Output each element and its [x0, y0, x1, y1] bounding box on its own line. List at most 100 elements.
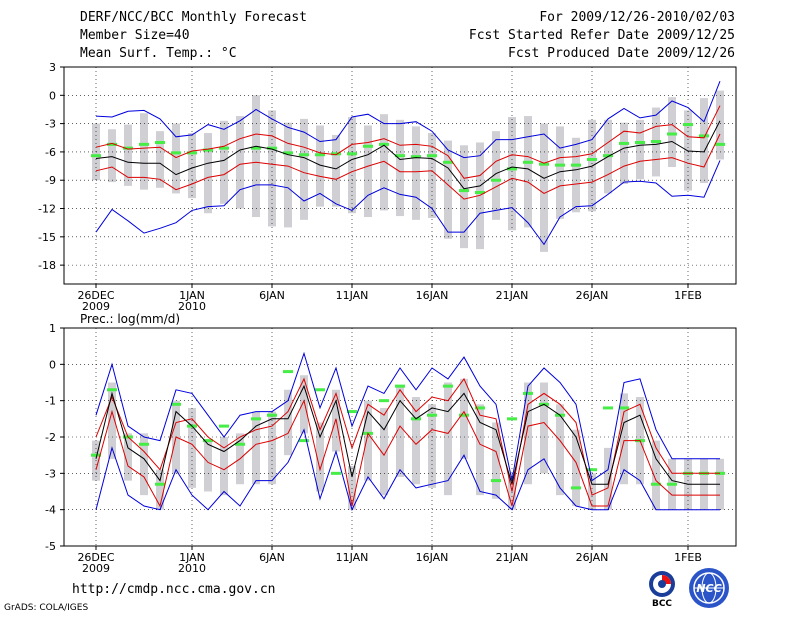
- x-tick-label: 1FEB: [674, 551, 702, 564]
- y-tick-label: 3: [49, 61, 56, 74]
- x-tick-label: 26JAN: [576, 551, 609, 564]
- x-tick-sublabel: 2009: [82, 300, 110, 313]
- ensemble-box: [268, 110, 276, 227]
- x-tick-label: 1JAN: [179, 551, 205, 564]
- ensemble-box: [444, 140, 452, 239]
- bcc-logo: BCC: [649, 571, 675, 608]
- y-tick-label: -6: [45, 146, 56, 159]
- y-tick-label: 0: [49, 89, 56, 102]
- produced-date: Fcst Produced Date 2009/12/26: [508, 46, 735, 61]
- header-left: DERF/NCC/BCC Monthly Forecast Member Siz…: [80, 9, 307, 63]
- ensemble-box: [124, 124, 132, 186]
- ensemble-box: [108, 129, 116, 183]
- ensemble-box: [460, 378, 468, 459]
- ensemble-box: [124, 433, 132, 481]
- ensemble-box: [156, 131, 164, 188]
- x-tick-label: 1FEB: [674, 289, 702, 302]
- ensemble-box: [188, 407, 196, 488]
- ensemble-box: [364, 125, 372, 218]
- series-line-max: [95, 160, 721, 246]
- ensemble-box: [108, 382, 116, 459]
- ensemble-box: [556, 404, 564, 496]
- panel-subtitle: Prec.: log(mm/d): [80, 312, 180, 326]
- ensemble-box: [620, 122, 628, 184]
- ensemble-box: [332, 134, 340, 207]
- x-tick-label: 6JAN: [259, 289, 285, 302]
- x-tick-label: 11JAN: [336, 551, 369, 564]
- ncc-logo-text: NCC: [696, 582, 721, 595]
- ensemble-box: [156, 469, 164, 510]
- series-line-p20: [95, 377, 720, 496]
- source-url[interactable]: http://cmdp.ncc.cma.gov.cn: [72, 582, 276, 597]
- ensemble-box: [140, 433, 148, 496]
- ensemble-box: [268, 411, 276, 485]
- x-tick-label: 6JAN: [259, 551, 285, 564]
- ensemble-box: [492, 422, 500, 499]
- series-line-p80: [95, 133, 721, 200]
- grads-credit: GrADS: COLA/IGES: [4, 603, 89, 613]
- y-tick-label: -15: [38, 231, 56, 244]
- ensemble-box: [636, 119, 644, 180]
- series-line-p80: [95, 399, 720, 508]
- y-tick-label: 1: [49, 322, 56, 335]
- forecast-period: For 2009/12/26-2010/02/03: [539, 10, 735, 25]
- x-tick-label: 26DEC: [77, 289, 114, 302]
- x-tick-label: 1JAN: [179, 289, 205, 302]
- ensemble-box: [668, 97, 676, 168]
- ensemble-box: [172, 123, 180, 194]
- x-tick-label: 21JAN: [496, 289, 529, 302]
- y-tick-label: -2: [45, 431, 56, 444]
- x-tick-sublabel: 2009: [82, 562, 110, 575]
- ensemble-box: [444, 382, 452, 496]
- ensemble-box: [364, 400, 372, 481]
- ensemble-box: [300, 118, 308, 220]
- ensemble-box: [412, 397, 420, 485]
- ensemble-box: [412, 126, 420, 220]
- bcc-logo-text: BCC: [652, 599, 672, 608]
- member-size: Member Size=40: [80, 28, 190, 43]
- ensemble-box: [716, 90, 724, 160]
- y-tick-label: -5: [45, 540, 56, 553]
- ensemble-box: [396, 119, 404, 217]
- ensemble-box: [556, 126, 564, 219]
- ensemble-box: [572, 137, 580, 213]
- ncc-logo: NCC: [689, 568, 729, 608]
- x-tick-sublabel: 2010: [178, 300, 206, 313]
- y-tick-label: -3: [45, 467, 56, 480]
- ensemble-box: [492, 131, 500, 220]
- series-line-median: [95, 120, 721, 190]
- series-line-p20: [95, 105, 721, 179]
- ensemble-box: [252, 411, 260, 485]
- ensemble-box: [252, 95, 260, 218]
- y-tick-label: -9: [45, 174, 56, 187]
- ensemble-box: [572, 429, 580, 507]
- ensemble-box: [220, 120, 228, 204]
- y-tick-label: -18: [38, 259, 56, 272]
- ensemble-box: [140, 113, 148, 190]
- x-tick-label: 16JAN: [416, 289, 449, 302]
- x-tick-label: 11JAN: [336, 289, 369, 302]
- ensemble-box: [380, 407, 388, 496]
- ensemble-box: [428, 404, 436, 488]
- y-tick-label: -12: [38, 203, 56, 216]
- y-tick-label: -4: [45, 504, 56, 517]
- variable-label: Mean Surf. Temp.: °C: [80, 46, 237, 61]
- y-tick-label: 0: [49, 358, 56, 371]
- ensemble-box: [604, 447, 612, 510]
- series-line-median: [95, 384, 720, 485]
- x-tick-sublabel: 2010: [178, 562, 206, 575]
- ensemble-box: [700, 98, 708, 184]
- ensemble-box: [620, 393, 628, 485]
- ensemble-box: [348, 466, 356, 510]
- x-tick-label: 26DEC: [77, 551, 114, 564]
- ensemble-box: [204, 133, 212, 214]
- series-line-min: [95, 81, 721, 159]
- ensemble-box: [300, 375, 308, 434]
- ensemble-box: [540, 382, 548, 474]
- start-date: Fcst Started Refer Date 2009/12/25: [468, 28, 735, 43]
- ensemble-box: [284, 389, 292, 456]
- ensemble-box: [204, 440, 212, 492]
